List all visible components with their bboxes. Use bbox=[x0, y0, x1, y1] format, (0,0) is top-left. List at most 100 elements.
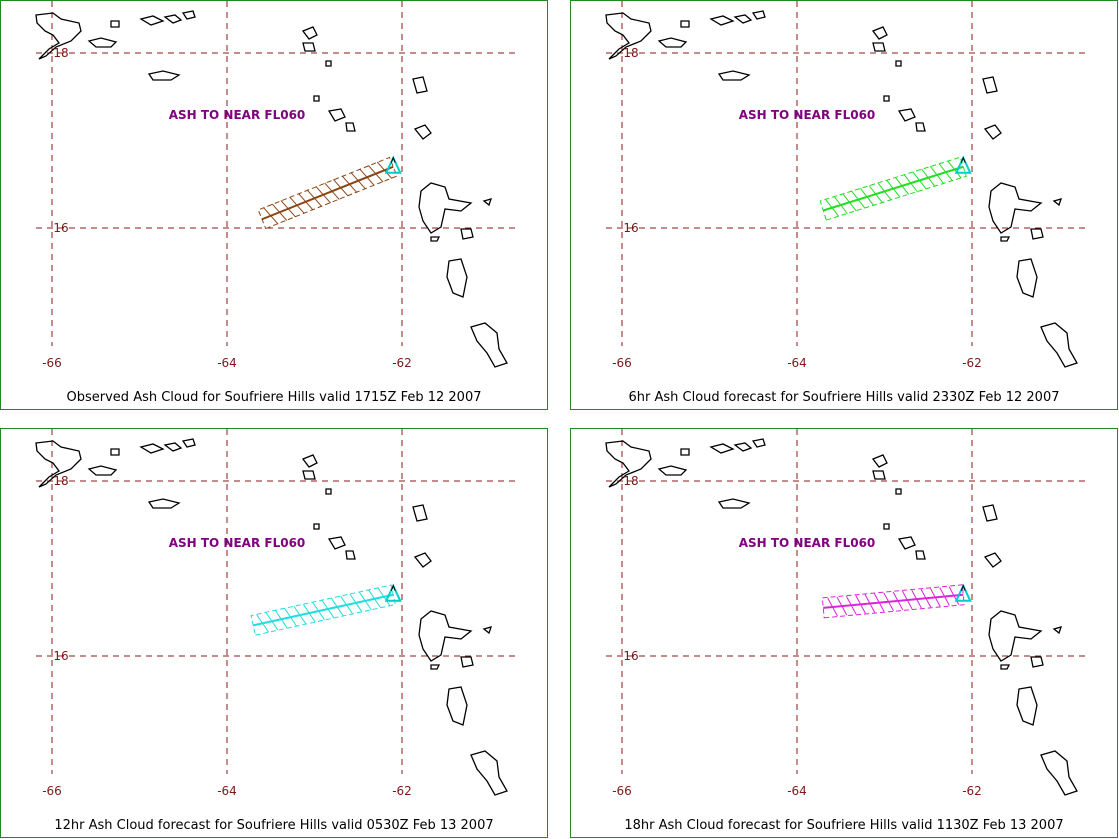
lon-tick-label: -66 bbox=[612, 784, 632, 798]
panel-caption: 6hr Ash Cloud forecast for Soufriere Hil… bbox=[628, 390, 1060, 405]
island-coastline bbox=[470, 322, 508, 368]
volcano-triangle-icon bbox=[954, 583, 972, 602]
lon-tick-label: -62 bbox=[392, 356, 412, 370]
map-canvas: -66 -64 -62 18 16 ASH TO NEAR FL060 bbox=[35, 1, 519, 370]
island-coastline bbox=[460, 656, 474, 668]
lon-tick-label: -66 bbox=[42, 784, 62, 798]
ash-axis-line bbox=[823, 593, 964, 609]
lat-tick-label: 18 bbox=[53, 46, 68, 60]
island-coastline bbox=[418, 182, 473, 234]
lat-tick-label: 16 bbox=[623, 221, 638, 235]
island-coastline bbox=[988, 182, 1043, 234]
island-coastline bbox=[418, 610, 473, 662]
island-coastline bbox=[302, 470, 316, 480]
island-coastline bbox=[871, 454, 888, 468]
island-coastline bbox=[733, 14, 753, 24]
lon-tick-label: -64 bbox=[217, 356, 237, 370]
ash-cloud-outline bbox=[821, 584, 965, 619]
lat-tick-label: 18 bbox=[53, 474, 68, 488]
island-coastline bbox=[1016, 258, 1038, 298]
ash-axis-line bbox=[822, 165, 964, 212]
island-coastline bbox=[413, 124, 432, 140]
volcano-peak-icon bbox=[390, 156, 396, 163]
island-coastline bbox=[605, 12, 652, 60]
volcano-peak-icon bbox=[960, 584, 966, 591]
island-coastline bbox=[709, 15, 735, 26]
island-coastline bbox=[872, 470, 886, 480]
island-coastline bbox=[313, 523, 320, 530]
island-coastline bbox=[1030, 656, 1044, 668]
island-coastline bbox=[110, 20, 120, 28]
volcano-triangle-icon bbox=[384, 583, 402, 602]
island-coastline bbox=[446, 686, 468, 726]
map-canvas: -66 -64 -62 18 16 ASH TO NEAR FL060 bbox=[605, 1, 1089, 370]
volcano-peak-icon bbox=[960, 156, 966, 163]
map-canvas: -66 -64 -62 18 16 ASH TO NEAR FL060 bbox=[35, 429, 519, 798]
island-coastline bbox=[895, 488, 902, 495]
island-coastline bbox=[1000, 236, 1011, 242]
island-coastline bbox=[482, 626, 493, 635]
island-coastline bbox=[482, 198, 493, 207]
panel-caption: 12hr Ash Cloud forecast for Soufriere Hi… bbox=[54, 818, 494, 833]
island-coastline bbox=[751, 438, 766, 448]
island-coastline bbox=[446, 258, 468, 298]
island-coastline bbox=[895, 60, 902, 67]
island-coastline bbox=[87, 37, 118, 48]
lon-tick-label: -66 bbox=[42, 356, 62, 370]
island-coastline bbox=[1040, 750, 1078, 796]
volcano-triangle-icon bbox=[954, 155, 972, 174]
ash-height-note: ASH TO NEAR FL060 bbox=[739, 108, 876, 122]
ash-height-note: ASH TO NEAR FL060 bbox=[739, 536, 876, 550]
island-coastline bbox=[883, 523, 890, 530]
lon-tick-label: -66 bbox=[612, 356, 632, 370]
island-coastline bbox=[301, 26, 318, 40]
island-coastline bbox=[110, 448, 120, 456]
island-coastline bbox=[147, 498, 181, 509]
island-coastline bbox=[1016, 686, 1038, 726]
island-coastline bbox=[751, 10, 766, 20]
island-coastline bbox=[345, 550, 356, 560]
island-coastline bbox=[327, 536, 346, 550]
ash-cloud-plume bbox=[250, 584, 396, 636]
island-coastline bbox=[915, 550, 926, 560]
lat-tick-label: 16 bbox=[623, 649, 638, 663]
volcano-peak-icon bbox=[390, 584, 396, 591]
lat-tick-label: 18 bbox=[623, 46, 638, 60]
map-panel-6hr: -66 -64 -62 18 16 ASH TO NEAR FL060 6hr Ash C… bbox=[570, 0, 1118, 410]
island-coastline bbox=[181, 438, 196, 448]
island-coastline bbox=[1030, 228, 1044, 240]
island-coastline bbox=[139, 443, 165, 454]
island-coastline bbox=[680, 20, 690, 28]
volcano-triangle-icon bbox=[384, 155, 402, 174]
island-coastline bbox=[87, 465, 118, 476]
lon-tick-label: -64 bbox=[217, 784, 237, 798]
island-coastline bbox=[982, 504, 998, 522]
island-coastline bbox=[327, 108, 346, 122]
island-coastline bbox=[988, 610, 1043, 662]
island-coastline bbox=[983, 124, 1002, 140]
lon-tick-label: -62 bbox=[962, 356, 982, 370]
island-coastline bbox=[717, 498, 751, 509]
island-coastline bbox=[897, 108, 916, 122]
island-coastline bbox=[181, 10, 196, 20]
panel-caption: 18hr Ash Cloud forecast for Soufriere Hi… bbox=[624, 818, 1064, 833]
map-panel-18hr: -66 -64 -62 18 16 ASH TO NEAR FL060 18hr Ash … bbox=[570, 428, 1118, 838]
island-coastline bbox=[35, 440, 82, 488]
map-panel-observed: -66 -64 -62 18 16 ASH TO NEAR FL060 Observed … bbox=[0, 0, 548, 410]
ash-cloud-outline bbox=[250, 584, 396, 636]
island-coastline bbox=[413, 552, 432, 568]
ash-cloud-plume bbox=[257, 156, 398, 230]
lat-tick-label: 16 bbox=[53, 649, 68, 663]
ash-height-note: ASH TO NEAR FL060 bbox=[169, 108, 306, 122]
island-coastline bbox=[717, 70, 751, 81]
island-coastline bbox=[35, 12, 82, 60]
island-coastline bbox=[883, 95, 890, 102]
island-coastline bbox=[345, 122, 356, 132]
island-coastline bbox=[871, 26, 888, 40]
island-coastline bbox=[1000, 664, 1011, 670]
island-coastline bbox=[163, 14, 183, 24]
lat-tick-label: 18 bbox=[623, 474, 638, 488]
island-coastline bbox=[325, 60, 332, 67]
map-panel-12hr: -66 -64 -62 18 16 ASH TO NEAR FL060 12hr Ash … bbox=[0, 428, 548, 838]
ash-cloud-plume bbox=[819, 156, 967, 221]
